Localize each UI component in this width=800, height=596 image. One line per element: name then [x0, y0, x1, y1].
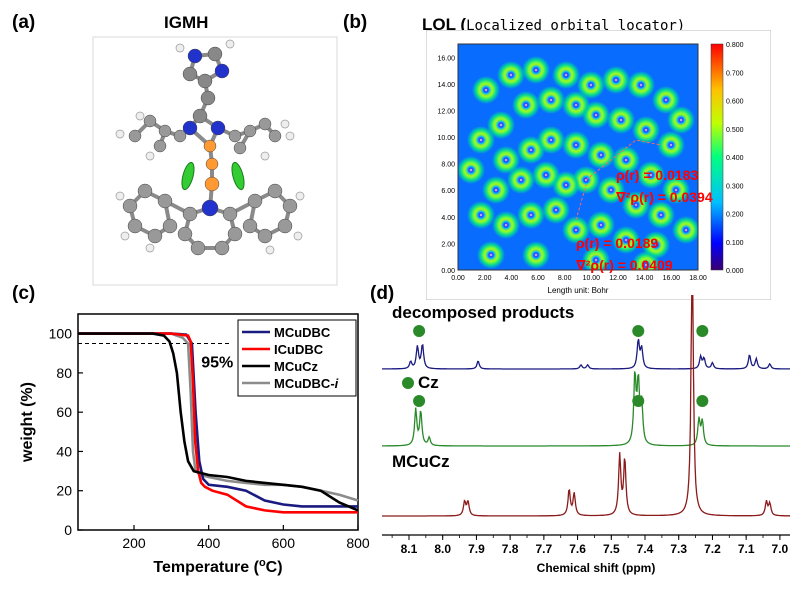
legend-label: MCuCz	[274, 359, 319, 374]
nmr-x-tick: 7.3	[670, 542, 687, 556]
tga-plot-frame	[77, 313, 359, 531]
lol-annotation: ρ(r) = 0.0189	[576, 235, 658, 251]
lol-x-tick: 6.00	[531, 275, 545, 282]
lol-colorbar-tick: 0.700	[726, 70, 744, 77]
lol-colorbar-tick: 0.600	[726, 99, 744, 106]
nmr-spectrum-1	[382, 371, 790, 447]
legend-label: MCuDBC	[274, 325, 331, 340]
lol-colorbar-tick: 0.000	[726, 268, 744, 275]
lol-y-tick: 16.00	[437, 55, 455, 62]
nmr-marker-mid	[696, 395, 709, 407]
lol-x-tick: 16.00	[663, 275, 681, 282]
nmr-marker-top	[696, 325, 709, 337]
lol-colorbar-tick: 0.300	[726, 183, 744, 190]
lol-colorbar	[710, 43, 724, 271]
lol-y-tick: 12.00	[437, 108, 455, 115]
lol-colorbar-tick: 0.400	[726, 155, 744, 162]
panel-b-letter: (b)	[343, 12, 368, 33]
igmh-title: IGMH	[164, 13, 209, 32]
cz-marker-icon	[402, 377, 414, 389]
molecule-image	[92, 36, 338, 286]
nmr-chart: 8.1 8.0 7.9 7.8 7.7 7.6 7.5 7.4 7.3 7.2 7.1 7.0 Chem…	[382, 295, 790, 575]
lol-x-tick: 8.00	[558, 275, 572, 282]
nmr-x-tick: 7.4	[637, 542, 654, 556]
nmr-spectrum-2	[382, 295, 790, 517]
lol-annotation: ∇²ρ(r) = 0.0394	[616, 189, 713, 205]
nmr-label-decomposed: decomposed products	[392, 303, 575, 322]
lol-y-tick: 0.00	[441, 268, 455, 275]
nmr-x-tick: 7.5	[603, 542, 620, 556]
lol-x-tick: 2.00	[478, 275, 492, 282]
nmr-xlabel: Chemical shift (ppm)	[537, 561, 656, 575]
tga-x-tick: 800	[346, 535, 370, 551]
tga-x-tick: 400	[197, 535, 221, 551]
tga-ylabel: weight (%)	[19, 382, 36, 463]
tga-x-tick: 200	[122, 535, 146, 551]
panel-c-letter: (c)	[12, 283, 36, 304]
lol-y-tick: 8.00	[441, 162, 455, 169]
tga-y-tick: 40	[56, 443, 72, 459]
nmr-x-tick: 7.6	[569, 542, 586, 556]
legend-label: ICuDBC	[274, 342, 324, 357]
tga-y-tick: 100	[49, 326, 73, 342]
nmr-marker-mid	[632, 395, 645, 407]
tga-series-MCuCz	[78, 332, 359, 512]
nmr-x-tick: 7.1	[738, 542, 755, 556]
lol-y-tick: 2.00	[441, 241, 455, 248]
lol-y-tick: 4.00	[441, 215, 455, 222]
legend-label: MCuDBC-i	[274, 376, 339, 391]
nmr-x-tick: 8.0	[434, 542, 451, 556]
panel-d-letter: (d)	[370, 283, 395, 304]
nmr-label-cz-text: Cz	[418, 373, 439, 392]
nmr-x-tick: 7.9	[468, 542, 485, 556]
lol-x-tick: 12.00	[609, 275, 627, 282]
tga-x-tick: 600	[272, 535, 296, 551]
tga-chart: 200 400 600 800 0 20 40 60 80 100 Temperature (oC)…	[19, 313, 370, 576]
lol-x-tick: 0.00	[451, 275, 465, 282]
lol-xlabel: Length unit: Bohr	[548, 286, 609, 295]
tga-y-tick: 80	[56, 365, 72, 381]
nmr-marker-top	[632, 325, 645, 337]
nmr-marker-mid	[413, 395, 426, 407]
lol-title-bold: LOL (	[422, 15, 467, 34]
lol-colorbar-tick: 0.200	[726, 212, 744, 219]
nmr-x-tick: 7.2	[704, 542, 721, 556]
lol-x-tick: 18.00	[689, 275, 707, 282]
nmr-x-tick: 7.0	[772, 542, 789, 556]
lol-y-tick: 10.00	[437, 135, 455, 142]
lol-map: 0.00 2.00 4.00 6.00 8.00 10.00 12.00 14.00 16.00…	[426, 30, 771, 300]
nmr-x-tick: 8.1	[401, 542, 418, 556]
lol-x-tick: 4.00	[505, 275, 519, 282]
lol-y-tick: 6.00	[441, 188, 455, 195]
lol-colorbar-tick: 0.800	[726, 42, 744, 49]
lol-annotation: ρ(r) = 0.0183	[616, 167, 698, 183]
nmr-label-mcucz: MCuCz	[392, 452, 450, 471]
nmr-x-tick: 7.8	[502, 542, 519, 556]
lol-y-tick: 14.00	[437, 82, 455, 89]
lol-x-tick: 14.00	[636, 275, 654, 282]
tga-series-ICuDBC	[78, 332, 358, 514]
nmr-label-cz: Cz	[402, 373, 439, 393]
tga-y-tick: 20	[56, 483, 72, 499]
lol-x-tick: 10.00	[583, 275, 601, 282]
panel-a-letter: (a)	[12, 12, 36, 33]
tga-95-annotation: 95%	[201, 354, 233, 371]
nmr-spectrum-0	[382, 338, 790, 370]
lol-colorbar-tick: 0.100	[726, 240, 744, 247]
nmr-x-tick: 7.7	[536, 542, 553, 556]
tga-y-tick: 60	[56, 404, 72, 420]
tga-xlabel: Temperature (oC)	[153, 557, 282, 576]
lol-annotation: ∇²ρ(r) = 0.0409	[576, 257, 673, 273]
tga-y-tick: 0	[64, 522, 72, 538]
nmr-marker-top	[413, 325, 426, 337]
lol-colorbar-tick: 0.500	[726, 127, 744, 134]
